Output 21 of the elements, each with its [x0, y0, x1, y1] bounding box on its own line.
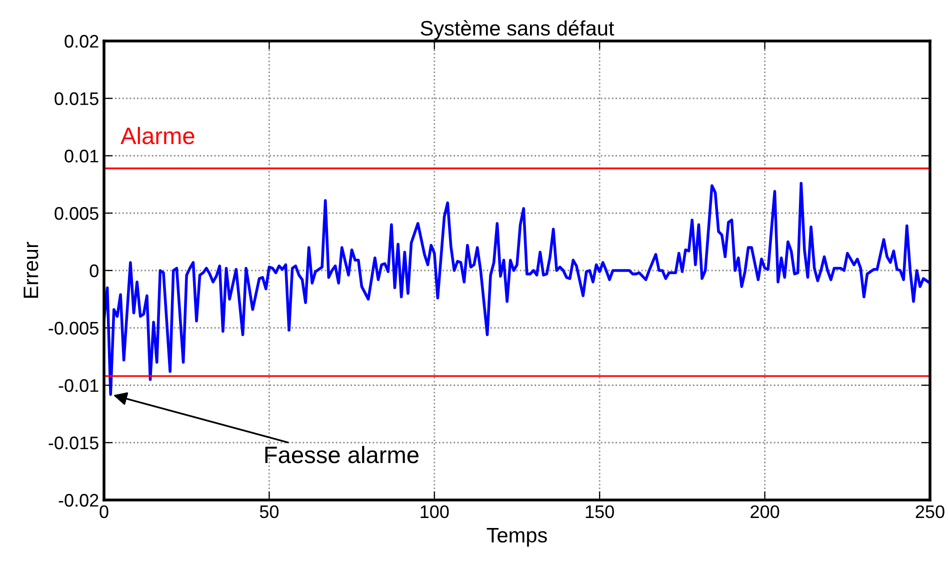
x-tick-label: 250	[916, 505, 944, 518]
y-tick-label: -0.005	[48, 322, 98, 335]
annotation: Faesse alarme	[265, 446, 418, 464]
y-tick-label: 0.015	[54, 92, 98, 106]
x-tick-label: 200	[750, 505, 780, 518]
y-tick-label: -0.02	[58, 494, 98, 507]
line-series	[104, 182, 930, 396]
chart-title: Système sans défaut	[420, 20, 614, 40]
y-tick-label: 0.005	[54, 207, 98, 220]
x-tick-label: 150	[586, 505, 614, 518]
y-tick-label: 0.02	[64, 34, 98, 48]
y-tick-label: 0	[90, 264, 98, 278]
y-axis-title: Erreur	[24, 242, 38, 298]
ref-line-label: Alarme	[120, 126, 194, 144]
x-tick-label: 0	[100, 505, 108, 518]
x-tick-label: 100	[420, 505, 449, 518]
x-axis-title: Temps	[486, 528, 547, 547]
y-tick-label: -0.015	[48, 436, 98, 450]
y-tick-label: -0.01	[58, 379, 98, 392]
x-tick-label: 50	[260, 505, 279, 518]
y-tick-label: 0.01	[64, 150, 98, 162]
